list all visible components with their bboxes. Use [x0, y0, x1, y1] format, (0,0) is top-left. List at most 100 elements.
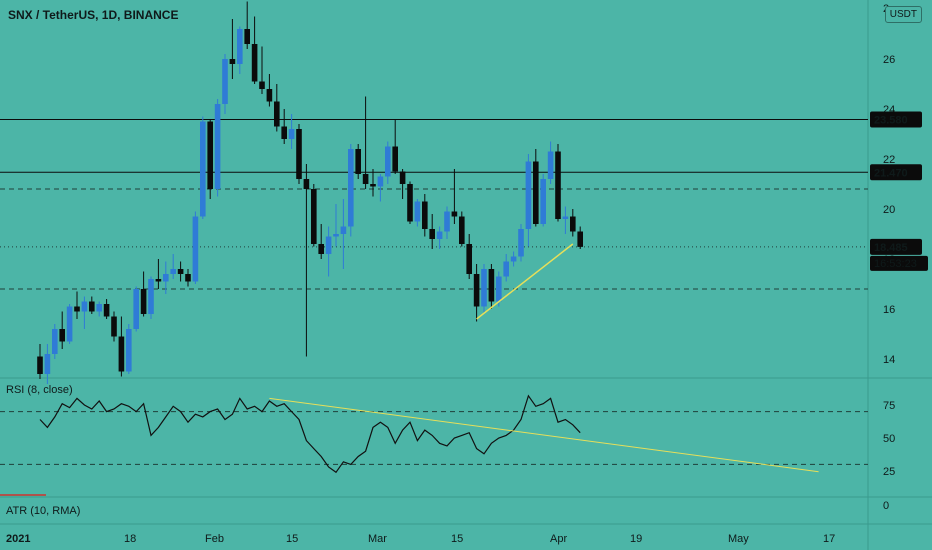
price-tick-label: 16 [883, 304, 895, 316]
time-tick-label: Apr [550, 533, 567, 545]
candle-body [96, 304, 102, 312]
rsi-tick-label: 0 [883, 500, 889, 512]
level-high-label: 23.580 [874, 115, 908, 127]
candle-body [577, 231, 583, 247]
candle-body [362, 174, 369, 184]
last-price-label: 18.485 [874, 242, 908, 254]
price-tick-label: 22 [883, 154, 895, 166]
candle-body [126, 329, 132, 372]
candle-body [451, 211, 458, 217]
time-tick-label: 15 [451, 533, 463, 545]
candle-body [510, 256, 517, 262]
rsi-trendline [269, 397, 819, 473]
candle-body [177, 269, 184, 274]
candle-body [503, 261, 509, 277]
candle-body [103, 304, 110, 317]
candle-body [436, 231, 443, 239]
candle-body [37, 356, 43, 374]
candle-body [244, 29, 250, 44]
candle-body [259, 81, 265, 89]
level-high-label-bg [870, 111, 922, 128]
candle-body [237, 29, 243, 64]
last-price-label-bg [870, 238, 922, 255]
candle-body [333, 234, 339, 237]
axes: 2624222018161427550250202118Feb15Mar15Ap… [6, 3, 928, 545]
candle-body [540, 179, 546, 224]
candle-body [274, 101, 280, 127]
candle-body [444, 211, 450, 232]
candle-body [377, 176, 384, 187]
candle-body [481, 269, 487, 307]
candle-body [525, 161, 532, 229]
candle-body [214, 104, 221, 189]
atr-label: ATR (10, RMA) [6, 505, 81, 517]
time-tick-label: 15 [286, 533, 298, 545]
candle-body [163, 274, 169, 282]
countdown-bg [870, 255, 928, 271]
candle-body [133, 289, 139, 329]
rsi-label: RSI (8, close) [6, 384, 73, 396]
candle-body [111, 316, 117, 337]
time-tick-label: Mar [368, 533, 387, 545]
overlays [0, 243, 819, 496]
candle-body [311, 189, 317, 244]
candle-body [533, 161, 539, 224]
candles [37, 1, 583, 384]
candle-body [303, 179, 310, 189]
candle-body [52, 329, 58, 354]
candle-body [570, 216, 576, 232]
candle-body [44, 354, 51, 374]
candle-body [407, 184, 413, 222]
price-trendline [476, 243, 574, 320]
rsi-tick-label: 75 [883, 400, 895, 412]
chart-title: SNX / TetherUS, 1D, BINANCE [8, 8, 179, 22]
candle-body [222, 59, 228, 104]
candle-body [296, 129, 302, 179]
candle-body [355, 149, 361, 174]
candle-body [148, 279, 154, 314]
candle-body [422, 201, 428, 229]
time-tick-label: 18 [124, 533, 136, 545]
countdown-label: 16:53:23 [874, 258, 917, 270]
candle-body [229, 59, 236, 64]
candle-body [281, 126, 287, 139]
candle-body [547, 151, 554, 179]
candle-body [518, 229, 524, 257]
candle-body [370, 184, 376, 187]
candle-body [555, 151, 561, 219]
candle-body [81, 301, 88, 312]
candle-body [325, 236, 332, 254]
candle-body [118, 336, 125, 372]
candle-body [288, 129, 295, 139]
level-mid-label-bg [870, 164, 922, 181]
candle-body [392, 146, 398, 172]
candle-body [59, 329, 65, 342]
candle-body [185, 274, 191, 282]
candle-body [140, 289, 147, 314]
candle-body [473, 274, 480, 307]
candle-body [496, 276, 502, 302]
candle-body [385, 146, 391, 177]
rsi-line [39, 394, 581, 474]
candle-body [74, 306, 80, 312]
price-tick-label: 14 [883, 354, 895, 366]
currency-button[interactable]: USDT [884, 6, 922, 23]
time-tick-label: 19 [630, 533, 642, 545]
time-tick-label: 2021 [6, 533, 30, 545]
candle-body [266, 89, 273, 102]
candle-body [562, 216, 569, 219]
candle-body [399, 171, 406, 184]
candle-body [429, 229, 435, 239]
price-tick-label: 26 [883, 54, 895, 66]
candle-body [466, 244, 472, 274]
candle-body [155, 279, 162, 282]
time-tick-label: May [728, 533, 749, 545]
candle-body [459, 216, 465, 244]
candle-body [488, 269, 495, 302]
candle-body [200, 121, 206, 217]
candle-body [170, 269, 176, 274]
level-mid-label: 21.470 [874, 167, 908, 179]
candle-body [318, 244, 324, 254]
